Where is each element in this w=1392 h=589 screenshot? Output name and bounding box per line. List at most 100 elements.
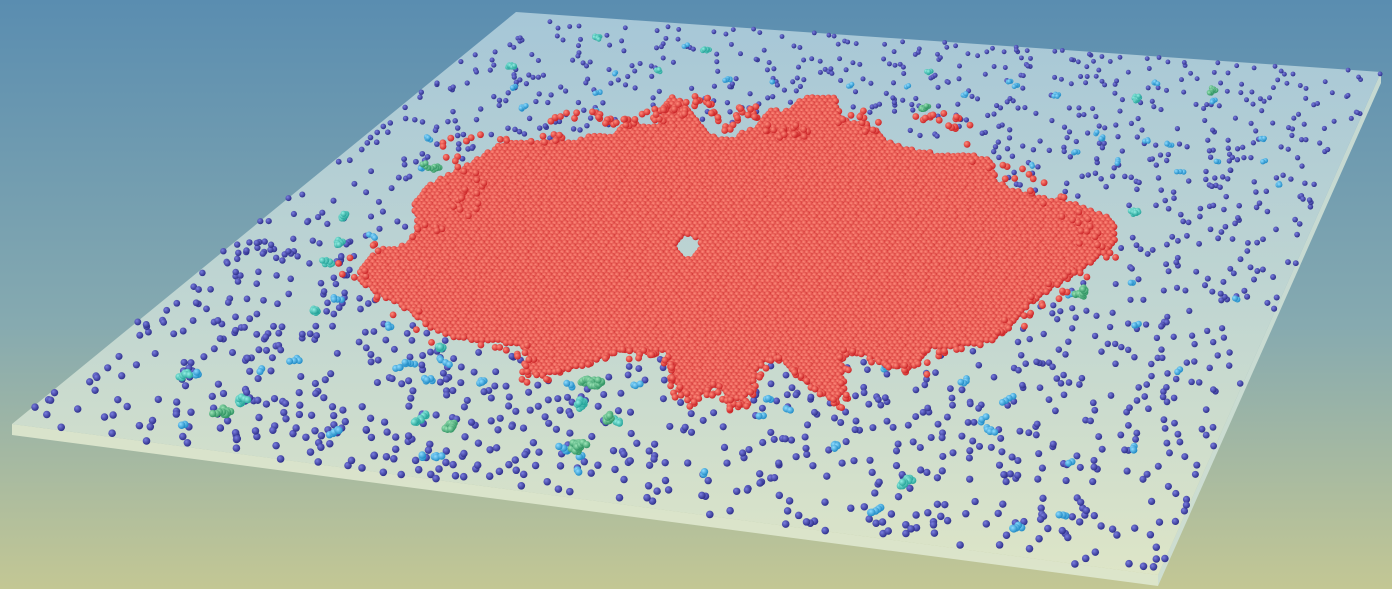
- particle: [829, 70, 835, 76]
- particle: [947, 385, 954, 392]
- particle: [210, 345, 218, 353]
- particle: [327, 370, 335, 378]
- particle: [1251, 276, 1257, 283]
- particle: [764, 394, 772, 402]
- particle: [134, 318, 142, 326]
- particle: [1174, 430, 1182, 438]
- particle: [409, 387, 417, 395]
- particle: [701, 46, 707, 52]
- particle: [1160, 287, 1167, 294]
- particle: [629, 63, 635, 69]
- particle: [764, 67, 770, 73]
- particle: [505, 125, 511, 131]
- particle: [1065, 459, 1073, 467]
- particle: [929, 521, 938, 529]
- particle: [994, 509, 1002, 518]
- particle: [529, 51, 535, 58]
- particle: [636, 380, 644, 388]
- particle: [193, 368, 201, 376]
- particle: [1119, 148, 1125, 154]
- particle: [809, 56, 815, 62]
- particle: [262, 400, 271, 408]
- particle: [1205, 137, 1211, 143]
- particle: [418, 89, 424, 95]
- particle: [1113, 122, 1119, 128]
- particle: [912, 386, 920, 394]
- particle: [443, 391, 451, 399]
- particle: [1166, 449, 1173, 457]
- particle: [675, 36, 681, 42]
- particle: [1057, 379, 1065, 387]
- particle: [1263, 188, 1270, 195]
- particle: [1049, 440, 1057, 448]
- particle: [367, 433, 376, 442]
- particle: [513, 79, 519, 85]
- particle: [901, 71, 907, 76]
- particle: [299, 191, 306, 198]
- particle: [1175, 237, 1181, 244]
- particle: [408, 336, 416, 344]
- particle: [323, 307, 330, 315]
- particle: [224, 259, 231, 267]
- particle: [964, 418, 972, 426]
- particle: [890, 95, 896, 101]
- particle: [540, 72, 546, 78]
- particle: [801, 433, 809, 441]
- particle: [1038, 464, 1046, 472]
- particle: [364, 300, 372, 307]
- particle: [442, 447, 451, 455]
- particle: [491, 62, 497, 68]
- particle: [982, 71, 988, 77]
- particle: [1040, 330, 1047, 338]
- particle: [566, 429, 574, 437]
- particle: [1118, 245, 1125, 251]
- particle: [1253, 189, 1259, 195]
- particle: [1113, 531, 1121, 539]
- particle: [860, 76, 866, 82]
- particle: [699, 416, 707, 424]
- particle: [1158, 107, 1164, 113]
- particle: [457, 379, 465, 387]
- particle: [1291, 115, 1297, 121]
- particle: [792, 453, 800, 461]
- particle: [965, 454, 973, 462]
- particle: [650, 95, 656, 101]
- particle: [635, 365, 643, 373]
- particle: [823, 472, 831, 480]
- particle: [246, 315, 254, 323]
- particle: [485, 472, 494, 480]
- particle: [1020, 517, 1028, 526]
- particle: [388, 185, 395, 192]
- particle: [1065, 338, 1072, 345]
- particle: [1236, 202, 1242, 209]
- particle: [1014, 338, 1022, 346]
- particle: [785, 497, 794, 505]
- particle: [690, 46, 696, 52]
- particle: [817, 58, 823, 64]
- particle: [1198, 425, 1206, 433]
- particle: [681, 43, 687, 49]
- particle: [608, 80, 614, 86]
- particle: [314, 458, 322, 466]
- particle: [1154, 462, 1162, 470]
- particle: [1143, 381, 1150, 388]
- particle: [257, 218, 264, 225]
- particle: [375, 198, 382, 205]
- particle: [321, 376, 329, 384]
- particle: [1033, 420, 1041, 428]
- particle: [1136, 179, 1142, 186]
- particle: [1098, 348, 1105, 355]
- particle: [1295, 111, 1302, 117]
- particle: [774, 82, 780, 88]
- particle: [1172, 489, 1180, 498]
- particle: [851, 426, 859, 434]
- particle: [460, 449, 468, 458]
- particle: [311, 379, 319, 388]
- particle: [1278, 68, 1284, 74]
- particle: [243, 247, 250, 254]
- particle: [373, 378, 381, 387]
- particle: [842, 408, 850, 416]
- particle: [1153, 142, 1159, 148]
- particle: [932, 369, 939, 376]
- particle: [1112, 340, 1119, 348]
